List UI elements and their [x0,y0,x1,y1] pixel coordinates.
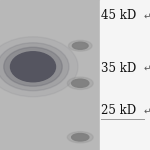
Ellipse shape [68,40,92,51]
Text: 45 kD: 45 kD [101,9,136,22]
Bar [100,0,150,150]
Ellipse shape [72,134,89,141]
Ellipse shape [11,52,56,82]
Text: 35 kD: 35 kD [101,62,136,75]
Text: ↵: ↵ [144,64,150,73]
Text: 25 kD: 25 kD [101,105,136,117]
Ellipse shape [72,42,88,49]
Text: ↵: ↵ [144,106,150,116]
Text: ↵: ↵ [144,11,150,20]
Ellipse shape [0,37,78,97]
Ellipse shape [4,47,62,86]
Ellipse shape [67,132,93,143]
Ellipse shape [0,43,69,91]
Ellipse shape [72,79,89,87]
Bar [0,0,100,150]
Ellipse shape [67,77,93,89]
